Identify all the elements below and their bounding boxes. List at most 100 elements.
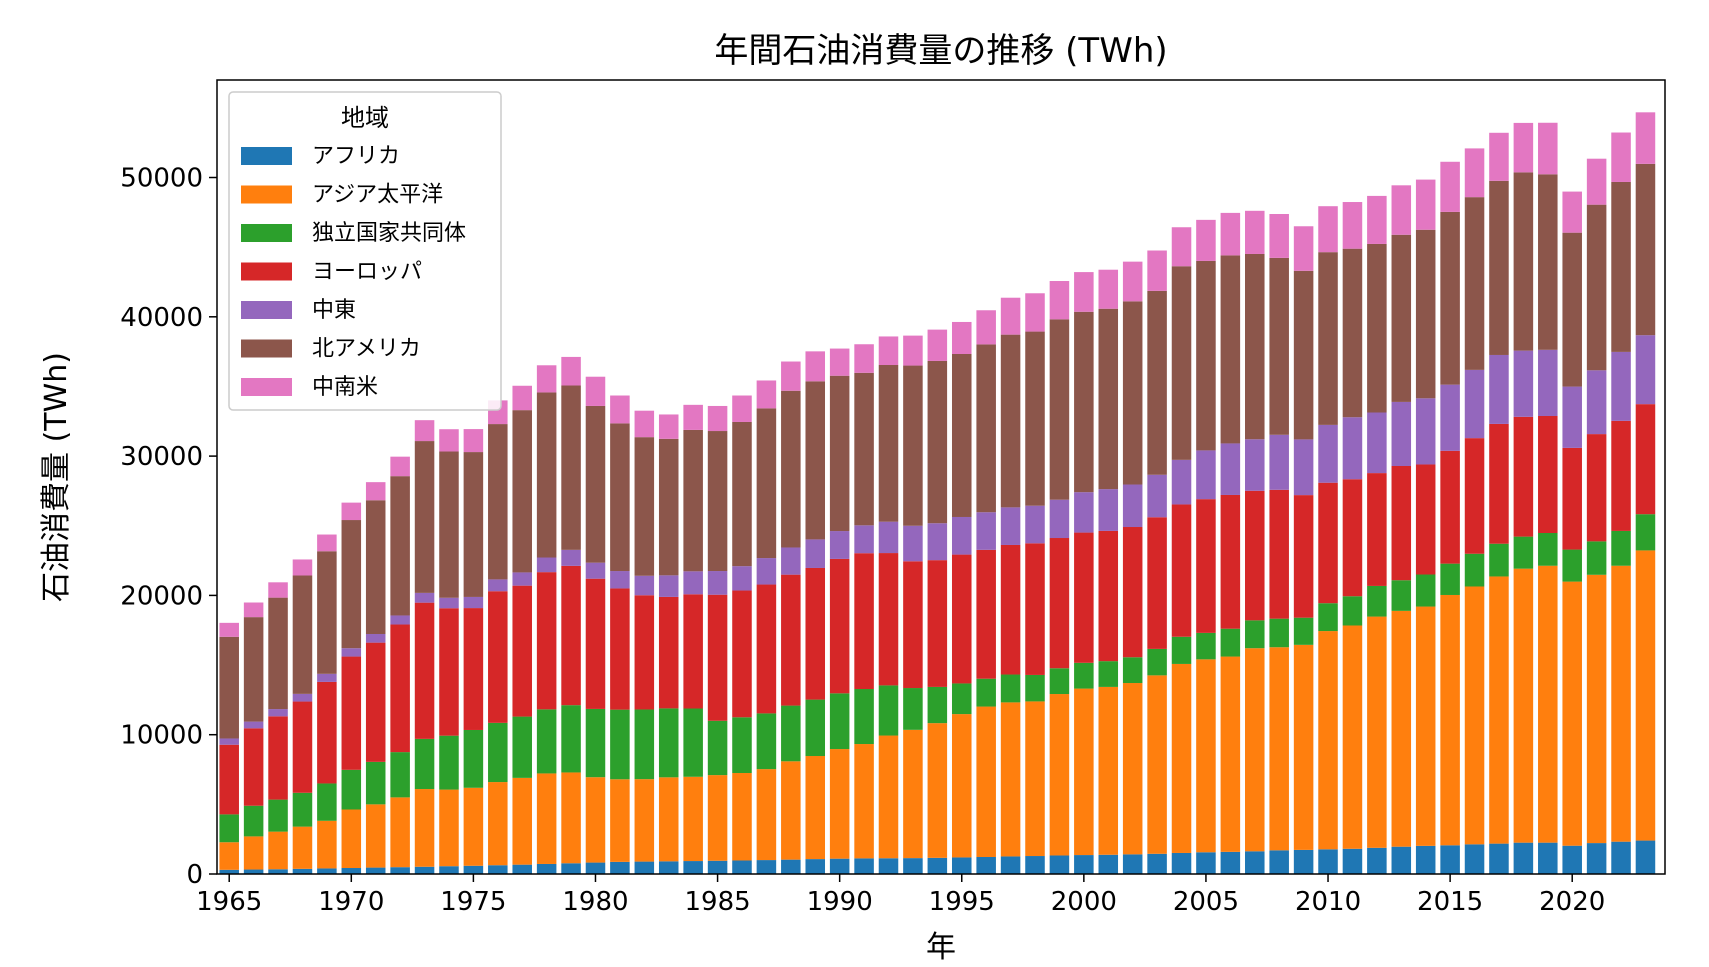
bar-3-2009 [1293, 495, 1314, 618]
bar-5-1993 [903, 365, 923, 526]
bar-3-2018 [1513, 416, 1534, 537]
bar-1-2014 [1415, 606, 1436, 846]
bar-2-2011 [1342, 596, 1363, 626]
y-tick-label: 10000 [120, 721, 203, 751]
bar-1-2015 [1440, 594, 1460, 846]
bar-2-2005 [1196, 632, 1216, 660]
bar-0-1967 [268, 869, 288, 874]
x-tick-label: 2020 [1539, 887, 1605, 917]
bar-2-2009 [1293, 617, 1314, 645]
bar-2-2023 [1635, 514, 1656, 551]
bar-0-2021 [1586, 843, 1607, 874]
bar-5-1985 [707, 431, 728, 572]
x-tick-label: 2005 [1173, 887, 1239, 917]
bar-4-2009 [1293, 439, 1314, 496]
bar-1-2021 [1586, 574, 1607, 844]
bar-1-1968 [292, 826, 313, 869]
bar-0-1999 [1049, 855, 1070, 874]
bar-6-2002 [1122, 261, 1143, 302]
bar-5-1966 [243, 617, 264, 722]
bar-6-2012 [1367, 195, 1387, 244]
bar-0-1996 [976, 857, 996, 874]
bar-4-1996 [976, 512, 996, 550]
bar-1-1971 [365, 804, 386, 868]
bar-5-1975 [463, 452, 484, 597]
bar-3-1976 [488, 591, 508, 723]
bar-5-2007 [1245, 253, 1265, 440]
bar-3-1973 [414, 602, 435, 739]
bar-2-1975 [463, 729, 484, 788]
bar-2-1991 [854, 689, 874, 745]
x-tick-label: 1995 [929, 887, 995, 917]
bar-4-1971 [365, 633, 386, 643]
bar-4-2017 [1489, 354, 1509, 424]
bar-0-1988 [781, 859, 801, 874]
bar-0-2000 [1074, 855, 1094, 874]
bar-3-1984 [683, 594, 703, 709]
bar-6-2015 [1440, 161, 1460, 212]
bar-4-1975 [463, 596, 484, 609]
bar-1-1984 [683, 776, 703, 862]
bar-6-1970 [341, 502, 362, 521]
bar-5-2012 [1367, 243, 1387, 413]
bar-4-1993 [903, 525, 923, 562]
bar-3-1988 [781, 574, 801, 706]
bar-2-2022 [1611, 530, 1631, 566]
bar-6-1994 [927, 329, 948, 361]
bar-5-2023 [1635, 163, 1656, 336]
legend-label: 中南米 [312, 375, 378, 400]
plot-frame [216, 79, 1666, 875]
bar-5-2019 [1538, 174, 1558, 350]
bar-3-2011 [1342, 479, 1363, 597]
bar-3-1986 [732, 590, 752, 718]
legend-swatch [241, 301, 292, 319]
y-tick-label: 20000 [120, 581, 203, 611]
bar-3-1975 [463, 608, 484, 730]
bar-3-1989 [805, 567, 826, 700]
bar-4-1973 [414, 592, 435, 603]
bar-2-2006 [1220, 628, 1241, 657]
bar-1-2018 [1513, 568, 1534, 843]
bar-6-1974 [439, 429, 459, 452]
bar-1-1985 [707, 775, 728, 861]
bar-5-1982 [634, 437, 655, 576]
bar-6-1971 [365, 482, 386, 501]
bar-0-2004 [1171, 852, 1192, 874]
bar-1-1978 [536, 773, 557, 864]
bar-2-2007 [1245, 620, 1265, 649]
bar-2-1974 [439, 735, 459, 790]
bar-1-2011 [1342, 625, 1363, 849]
bar-1-1966 [243, 836, 264, 870]
bar-5-2017 [1489, 180, 1509, 355]
bar-4-2016 [1464, 369, 1485, 439]
bar-0-1974 [439, 866, 459, 874]
bar-5-1995 [951, 354, 972, 517]
bar-3-2001 [1098, 530, 1119, 662]
bar-1-1975 [463, 787, 484, 866]
bar-6-1973 [414, 420, 435, 442]
bar-1-1999 [1049, 694, 1070, 856]
bar-0-2009 [1293, 849, 1314, 874]
bar-5-1973 [414, 441, 435, 593]
x-tick-label: 1970 [318, 887, 384, 917]
bar-4-1989 [805, 539, 826, 568]
bar-3-1965 [219, 744, 239, 815]
bar-6-2006 [1220, 212, 1241, 256]
bar-2-1999 [1049, 668, 1070, 695]
chart-title: 年間石油消費量の推移 (TWh) [714, 31, 1167, 71]
bar-2-1969 [317, 783, 337, 821]
bar-5-2015 [1440, 211, 1460, 385]
bar-2-1970 [341, 769, 362, 810]
bar-1-2022 [1611, 565, 1631, 842]
bar-3-2014 [1415, 464, 1436, 575]
bar-4-2022 [1611, 351, 1631, 421]
bar-5-1972 [390, 476, 410, 616]
bar-3-1992 [878, 553, 899, 686]
bar-0-1995 [951, 857, 972, 874]
bar-4-1986 [732, 566, 752, 591]
bar-2-2012 [1367, 585, 1387, 617]
bar-4-2013 [1391, 401, 1412, 466]
bar-3-2020 [1562, 447, 1582, 550]
bar-4-2019 [1538, 349, 1558, 416]
bar-4-1979 [561, 549, 581, 566]
